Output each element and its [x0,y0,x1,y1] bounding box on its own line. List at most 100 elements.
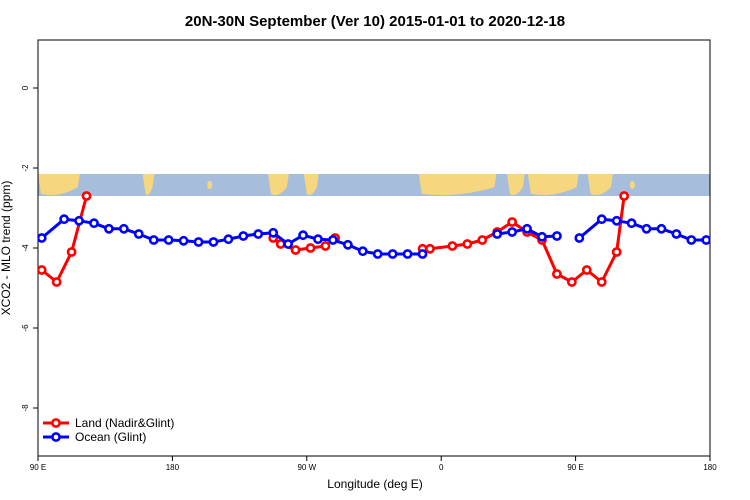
legend-swatch-marker [51,418,61,428]
data-point [574,233,585,243]
series-ocean [38,214,710,259]
data-point [596,214,607,225]
data-point [38,265,47,275]
land-caribbean [303,174,319,196]
data-point [133,229,144,239]
data-point [611,247,622,257]
data-point [552,231,562,241]
data-point [104,223,114,234]
legend-label: Land (Nadir&Glint) [75,416,174,430]
data-point [462,239,473,249]
data-point [402,249,413,259]
data-point [581,265,592,275]
x-tick-label: 0 [439,463,444,472]
data-point [238,231,249,241]
legend: Land (Nadir&Glint)Ocean (Glint) [43,416,174,444]
island-taiwan [629,181,635,189]
data-point [596,277,607,287]
data-point [611,215,622,226]
data-point [626,218,637,229]
land-asia [38,174,80,196]
data-point [447,241,458,251]
data-point [425,243,435,254]
x-tick-label: 180 [703,463,717,472]
y-axis-ticks: 0 -2 -4 -6 -8 [21,85,38,412]
data-point [283,239,294,249]
land-middle-east [527,174,579,196]
data-point [51,277,62,287]
data-point [522,223,532,234]
y-tick-label: -6 [21,324,30,332]
data-point [89,218,99,229]
x-tick-label: 90 E [567,463,583,472]
x-axis-ticks: 90 E 180 90 W 0 90 E 180 [30,456,717,472]
data-point [223,234,234,245]
island-canary [468,181,474,189]
data-point [290,245,301,255]
land-mexico [267,174,289,196]
land-arabia [506,174,525,196]
x-tick-label: 90 W [297,463,316,472]
data-point [537,231,547,242]
chart-title: 20N-30N September (Ver 10) 2015-01-01 to… [185,13,565,30]
data-point [66,247,77,257]
data-point [342,239,353,250]
data-point [320,241,331,251]
series-line [40,195,88,284]
series-line [422,195,626,284]
data-point [268,227,279,238]
data-point [74,215,84,226]
data-point [671,229,682,239]
island-hawaii [207,181,213,189]
data-point [477,235,488,245]
data-point [507,217,518,227]
data-point [507,227,518,237]
data-point [492,229,503,239]
data-point [298,230,308,241]
data-point [38,233,47,243]
data-point [313,234,323,245]
island-cuba [311,181,317,189]
legend-label: Ocean (Glint) [75,430,146,444]
data-point [641,223,652,234]
data-point [178,235,189,246]
data-point [305,243,316,253]
data-point [552,269,562,279]
data-point [566,277,577,287]
data-point [59,214,70,225]
legend-item: Land (Nadir&Glint) [43,416,174,430]
land-india [587,174,613,196]
data-point [148,235,159,245]
data-point [417,249,428,259]
data-point [118,223,129,234]
data-point [253,229,264,239]
data-point [619,191,630,201]
world-map-band [38,174,710,196]
data-point [686,235,697,245]
land-sahara [418,174,497,196]
data-point [163,235,174,245]
data-point [357,246,368,257]
data-point [701,235,710,245]
y-tick-label: -4 [21,244,30,252]
y-tick-label: 0 [21,85,30,90]
data-point [328,235,338,245]
series-layer [38,191,710,287]
data-point [81,191,92,201]
legend-item: Ocean (Glint) [43,430,146,444]
data-point [193,237,204,247]
x-tick-label: 90 E [30,463,46,472]
x-tick-label: 180 [166,463,180,472]
x-axis-label: Longitude (deg E) [327,477,422,491]
land-pacific-islands [142,174,155,196]
data-point [372,249,383,259]
plot-frame [37,39,711,457]
y-tick-label: -2 [21,164,30,172]
data-point [208,237,219,247]
legend-swatch-marker [51,432,61,442]
y-axis-label: XCO2 - MLO trend (ppm) [0,181,13,316]
y-tick-label: -8 [21,404,30,412]
data-point [656,223,667,234]
data-point [387,249,398,259]
